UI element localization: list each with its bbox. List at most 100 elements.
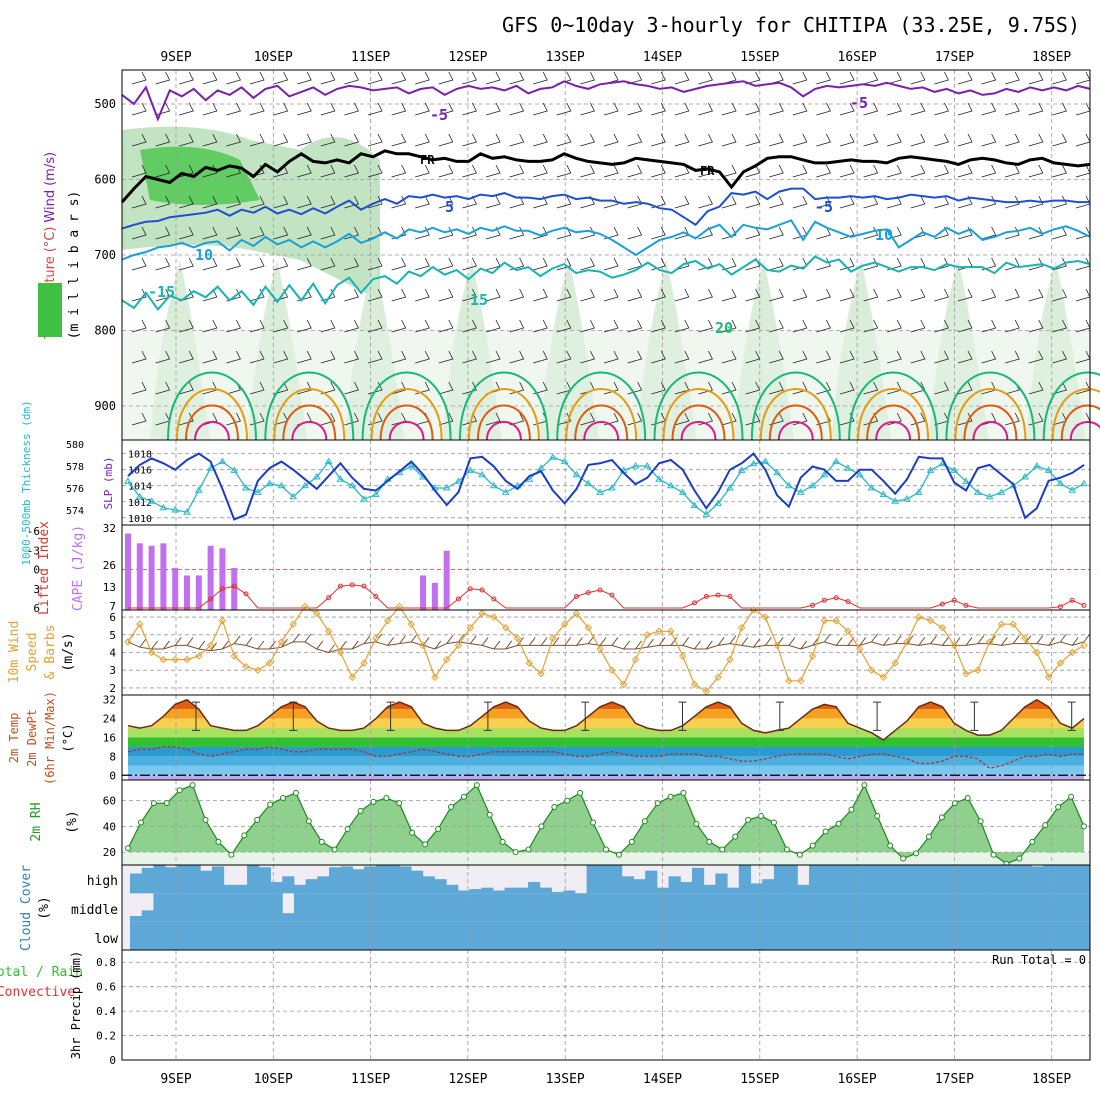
wind-axis-label: (m/s) — [61, 632, 76, 671]
li-tick-label: -3 — [27, 544, 40, 557]
wind-barb — [941, 637, 949, 646]
cloud-cell — [247, 921, 260, 950]
wind-barb — [745, 102, 761, 116]
wind-barb — [462, 381, 477, 395]
cloud-cell — [329, 867, 342, 894]
cloud-cell — [130, 916, 143, 922]
wind-barb — [1036, 635, 1044, 644]
wind-barb — [485, 350, 501, 364]
lifted-index-point — [963, 602, 969, 608]
wind-barb — [179, 133, 194, 147]
cloud-cell — [282, 921, 295, 950]
wind-barb — [367, 102, 383, 116]
slp-tick-label: 1014 — [128, 482, 152, 493]
thickness-point — [584, 479, 593, 487]
cloud-cell — [352, 893, 365, 922]
thickness-point — [560, 457, 569, 465]
wind-barb — [533, 226, 548, 240]
wind-barb — [367, 288, 383, 302]
wind-speed-point — [702, 687, 711, 696]
lifted-index-point — [455, 596, 461, 602]
wind-barb — [163, 640, 170, 650]
thickness-point — [655, 475, 663, 482]
wind-barb — [462, 164, 477, 178]
isotherm-label: 20 — [715, 319, 733, 337]
wind-barb — [835, 637, 843, 646]
wind-barb — [839, 226, 855, 240]
cloud-cell — [481, 893, 494, 922]
wind-barb — [603, 288, 619, 302]
cloud-cell — [387, 893, 400, 922]
wind-barb — [769, 288, 784, 302]
rh-point — [887, 842, 894, 849]
thickness-point — [218, 457, 227, 465]
temp-tick-label: 8 — [109, 750, 116, 763]
wind-barb — [910, 102, 926, 116]
wind-barb — [505, 640, 513, 650]
isotherm-label: FR — [700, 164, 715, 178]
cloud-cell — [750, 883, 763, 894]
upper-air-ylabel-part: (m/s) — [43, 152, 58, 186]
low-level-isotherm — [945, 371, 1036, 441]
wind-barb — [651, 226, 666, 240]
wind-barb — [1005, 71, 1020, 85]
wind-speed-point — [619, 680, 628, 689]
pressure-tick-label: 800 — [94, 324, 116, 338]
cloud-cell — [785, 921, 798, 950]
wind-barb — [1005, 102, 1020, 116]
cloud-cell — [680, 882, 693, 894]
wind-barb — [257, 640, 265, 650]
cloud-cell — [773, 865, 787, 894]
low-level-isotherm — [1060, 404, 1100, 441]
rh-point — [163, 800, 170, 807]
cloud-cell — [668, 893, 681, 922]
low-level-isotherm — [768, 404, 823, 441]
wind-speed-point — [726, 655, 734, 664]
thickness-point — [206, 464, 215, 471]
cloud-cell — [738, 921, 751, 950]
wind-barb — [415, 350, 430, 364]
wind-barb — [509, 195, 525, 209]
rh-low-band — [122, 852, 1090, 865]
wind-barb — [627, 195, 643, 209]
cloud-cell — [247, 893, 260, 922]
cloud-cell — [621, 876, 634, 894]
wind-barb — [297, 133, 312, 147]
cloud-cell — [317, 893, 330, 922]
thickness-point — [135, 492, 144, 500]
wind-barb — [415, 133, 430, 147]
wind-barb — [367, 195, 383, 209]
cloud-cell — [375, 865, 389, 894]
rh-point — [525, 846, 532, 853]
wind-barb — [415, 71, 430, 85]
wind-barb — [792, 288, 808, 302]
cloud-cell — [305, 921, 318, 950]
wind-barb — [1005, 350, 1020, 364]
wind-barb — [415, 195, 430, 209]
wind-barb — [769, 226, 784, 240]
wind-barb — [273, 164, 289, 178]
wind-barb — [957, 381, 973, 395]
wind-speed-point — [254, 666, 262, 674]
wind-barb — [863, 381, 879, 395]
wind-barb — [721, 257, 737, 271]
wind-barb — [320, 412, 336, 426]
wind-speed-point — [773, 641, 781, 650]
low-level-isotherm — [476, 404, 531, 441]
wind-barb — [651, 71, 666, 85]
wind-barb — [533, 257, 548, 271]
wind-barb — [1048, 637, 1055, 646]
thickness-point — [726, 484, 734, 491]
cloud-cell — [738, 865, 751, 894]
upper-air-ylabel-part: Wind — [43, 190, 58, 223]
wind-speed-point — [903, 638, 911, 646]
wind-speed-point — [655, 627, 663, 635]
thickness-tick-label: 578 — [66, 462, 84, 473]
cloud-cell — [176, 893, 190, 922]
wind-speed-point — [525, 659, 533, 667]
wind-barb — [556, 133, 572, 147]
wind-barb — [788, 637, 796, 646]
wind-speed-point — [560, 620, 569, 628]
lifted-index-point — [585, 590, 591, 596]
wind-barb — [1028, 288, 1044, 302]
